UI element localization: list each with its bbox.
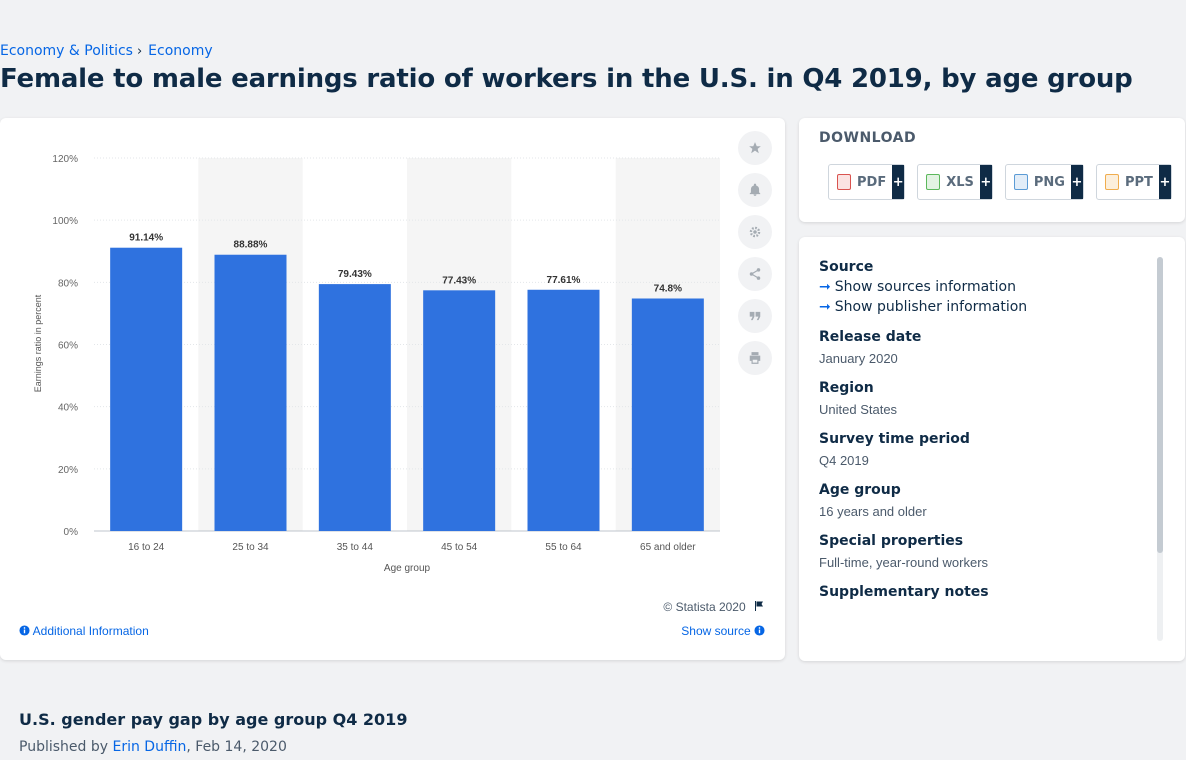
special-properties-heading: Special properties — [819, 533, 964, 549]
meta-list: Source ➞ Show sources information ➞ Show p… — [819, 259, 1159, 600]
release-date-value: January 2020 — [819, 351, 898, 366]
release-date-heading: Release date — [819, 329, 922, 345]
show-sources-link[interactable]: ➞ Show sources information — [819, 279, 1159, 295]
age-group-value: 16 years and older — [819, 504, 927, 519]
data-label: 77.61% — [547, 275, 581, 286]
png-label: PNG — [1033, 174, 1065, 190]
statista-copyright: © Statista 2020 — [663, 600, 765, 614]
pdf-file-icon — [837, 174, 851, 190]
y-tick-label: 60% — [58, 341, 78, 352]
ppt-file-icon — [1104, 174, 1119, 190]
y-tick-label: 40% — [58, 403, 78, 414]
x-tick-label: 55 to 64 — [545, 542, 582, 553]
show-sources-label: Show sources information — [834, 279, 1016, 295]
data-label: 77.43% — [442, 275, 476, 286]
bell-icon[interactable] — [738, 173, 772, 207]
region-value: United States — [819, 402, 898, 417]
y-tick-label: 80% — [58, 278, 78, 289]
quote-icon[interactable] — [738, 299, 772, 333]
bar — [214, 254, 287, 532]
download-xls-button[interactable]: XLS + — [917, 164, 993, 200]
info-icon — [19, 625, 30, 636]
region-heading: Region — [819, 380, 874, 396]
download-pdf-button[interactable]: PDF + — [828, 164, 906, 200]
publish-date: , Feb 14, 2020 — [186, 739, 287, 755]
bar — [423, 290, 496, 531]
png-file-icon — [1013, 174, 1028, 190]
x-tick-label: 16 to 24 — [128, 542, 165, 553]
published-by: Published by Erin Duffin, Feb 14, 2020 — [19, 739, 287, 755]
share-icon[interactable] — [738, 257, 772, 291]
breadcrumb-separator: › — [136, 43, 143, 59]
age-group-heading: Age group — [819, 482, 901, 498]
meta-card: Source ➞ Show sources information ➞ Show p… — [799, 237, 1185, 661]
ppt-label: PPT — [1124, 174, 1153, 190]
survey-period-heading: Survey time period — [819, 431, 970, 447]
source-heading: Source — [819, 259, 874, 275]
copyright-text: © Statista 2020 — [663, 600, 746, 614]
additional-information-label: Additional Information — [32, 624, 149, 638]
scrollbar-thumb[interactable] — [1157, 257, 1163, 553]
breadcrumb: Economy & Politics › Economy — [0, 43, 213, 59]
y-tick-label: 20% — [58, 465, 78, 476]
data-label: 88.88% — [234, 240, 268, 251]
breadcrumb-economy[interactable]: Economy — [148, 43, 213, 59]
x-axis-label: Age group — [384, 563, 431, 574]
flag-icon[interactable] — [753, 600, 765, 612]
xls-plus[interactable]: + — [979, 165, 992, 199]
x-tick-label: 25 to 34 — [232, 542, 269, 553]
gear-icon[interactable] — [738, 215, 772, 249]
download-card: DOWNLOAD PDF + XLS + PNG + PPT + — [799, 118, 1185, 222]
download-png-button[interactable]: PNG + — [1004, 164, 1084, 200]
pdf-label: PDF — [857, 174, 887, 190]
arrow-right-icon: ➞ — [819, 299, 831, 315]
published-prefix: Published by — [19, 739, 109, 755]
x-tick-label: 65 and older — [640, 542, 696, 553]
special-properties-value: Full-time, year-round workers — [819, 555, 989, 570]
chart-card: 0% 20% 40% 60% 80% 100% 120% 91.14% 16 to 24 88.8… — [0, 118, 785, 660]
data-label: 74.8% — [654, 283, 682, 294]
star-icon[interactable] — [738, 131, 772, 165]
ppt-plus[interactable]: + — [1158, 165, 1171, 199]
y-axis-label: Earnings ratio in percent — [33, 294, 43, 392]
bar — [631, 298, 704, 531]
bar — [318, 284, 391, 531]
breadcrumb-economy-politics[interactable]: Economy & Politics — [0, 43, 133, 59]
show-publisher-label: Show publisher information — [834, 299, 1028, 315]
x-tick-label: 45 to 54 — [441, 542, 478, 553]
show-source-label: Show source — [681, 624, 751, 638]
data-label: 79.43% — [338, 269, 372, 280]
download-buttons: PDF + XLS + PNG + PPT + — [828, 164, 1172, 200]
pdf-plus[interactable]: + — [892, 165, 905, 199]
y-tick-label: 120% — [52, 154, 78, 165]
supplementary-notes-heading: Supplementary notes — [819, 584, 989, 600]
bar — [527, 289, 600, 531]
show-source-link[interactable]: Show source — [681, 624, 765, 638]
page-title: Female to male earnings ratio of workers… — [0, 64, 1133, 94]
xls-label: XLS — [946, 174, 974, 190]
arrow-right-icon: ➞ — [819, 279, 831, 295]
bar-chart: 0% 20% 40% 60% 80% 100% 120% 91.14% 16 to 24 88.8… — [33, 154, 720, 574]
png-plus[interactable]: + — [1070, 165, 1083, 199]
article-title: U.S. gender pay gap by age group Q4 2019 — [19, 710, 408, 729]
download-ppt-button[interactable]: PPT + — [1095, 164, 1172, 200]
info-icon — [754, 625, 765, 636]
show-publisher-link[interactable]: ➞ Show publisher information — [819, 299, 1159, 315]
download-title: DOWNLOAD — [819, 130, 917, 146]
y-tick-label: 0% — [64, 527, 79, 538]
survey-period-value: Q4 2019 — [819, 453, 869, 468]
additional-information-link[interactable]: Additional Information — [19, 624, 149, 638]
y-tick-label: 100% — [52, 216, 78, 227]
chart-toolbar — [738, 131, 772, 383]
xls-file-icon — [926, 174, 941, 190]
data-label: 91.14% — [129, 233, 163, 244]
x-tick-label: 35 to 44 — [337, 542, 374, 553]
author-link[interactable]: Erin Duffin — [112, 739, 187, 755]
bar — [110, 247, 183, 532]
print-icon[interactable] — [738, 341, 772, 375]
